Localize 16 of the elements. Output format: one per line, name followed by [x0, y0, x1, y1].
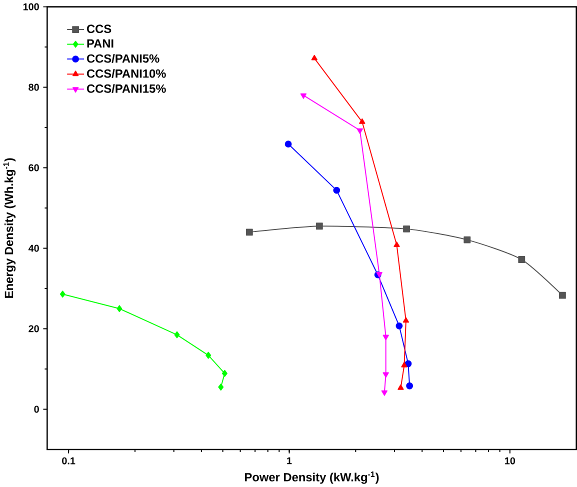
y-tick-label: 20 — [28, 325, 39, 332]
legend-label: CCS/PANI5% — [86, 54, 160, 63]
legend-label: CCS/PANI15% — [86, 84, 166, 93]
y-tick-label: 0 — [34, 406, 39, 413]
y-tick-label: 40 — [28, 244, 39, 252]
x-axis-title: Power Density (kW.kg$^{-1}$) — [245, 471, 379, 484]
x-tick-label: 0.1 — [62, 457, 76, 464]
y-tick-label: 60 — [28, 164, 39, 172]
x-tick-label: 1 — [287, 457, 292, 464]
y-tick-label: 100 — [23, 3, 39, 10]
legend-label: CCS/PANI10% — [86, 69, 166, 78]
legend-label: CCS — [86, 24, 112, 33]
x-tick-label: 10 — [505, 457, 516, 464]
y-axis-title: Energy Density (Wh.kg$^{-1}$) — [3, 158, 16, 298]
y-tick-label: 80 — [28, 84, 39, 91]
legend-label: PANI — [87, 39, 114, 48]
